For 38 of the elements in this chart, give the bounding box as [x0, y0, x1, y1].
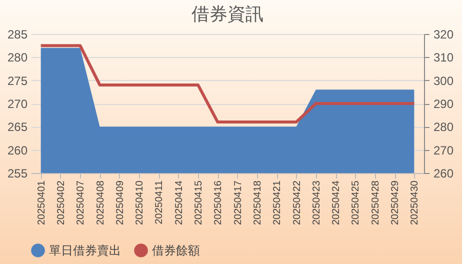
x-tick-label: 20250418	[252, 180, 264, 225]
y-tick-label: 275	[7, 74, 28, 88]
x-tick-label: 20250422	[292, 180, 303, 225]
x-tick-label: 20250417	[232, 180, 244, 225]
x-tick-label: 20250411	[154, 180, 166, 224]
y-tick-label: 270	[7, 97, 28, 111]
y2-tick-label: 280	[434, 120, 454, 134]
y2-tick-label: 320	[434, 28, 454, 42]
x-tick-label: 20250428	[370, 180, 382, 225]
x-tick-label: 20250408	[95, 180, 106, 225]
y-tick-label: 265	[7, 120, 28, 134]
y2-tick-label: 270	[434, 143, 454, 158]
y-tick-label: 280	[7, 50, 28, 65]
x-tick-label: 20250407	[76, 180, 87, 225]
legend-label: 單日借券賣出	[49, 243, 121, 258]
x-tick-label: 20250414	[174, 180, 185, 225]
y-tick-label: 260	[7, 143, 28, 158]
x-tick-label: 20250430	[410, 180, 421, 225]
y-tick-label: 255	[7, 166, 28, 180]
x-tick-label: 20250416	[213, 180, 224, 225]
x-tick-label: 20250423	[311, 180, 322, 225]
y2-tick-label: 310	[434, 50, 454, 65]
y2-tick-label: 300	[434, 74, 454, 88]
x-tick-label: 20250402	[56, 180, 67, 225]
x-tick-label: 20250409	[114, 180, 126, 225]
chart-title: 借券資訊	[192, 4, 264, 24]
x-tick-label: 20250415	[194, 180, 205, 225]
x-tick-label: 20250421	[272, 180, 284, 225]
x-tick-label: 20250425	[350, 180, 362, 225]
x-tick-label: 20250401	[36, 180, 48, 225]
x-tick-label: 20250410	[134, 180, 146, 225]
y-tick-label: 285	[7, 28, 28, 42]
x-tick-label: 20250429	[390, 180, 402, 225]
x-tick-label: 20250424	[331, 180, 342, 225]
line-series	[39, 44, 416, 124]
legend-label: 借券餘額	[152, 243, 200, 258]
y2-tick-label: 290	[434, 97, 454, 111]
y2-tick-label: 260	[434, 166, 454, 180]
